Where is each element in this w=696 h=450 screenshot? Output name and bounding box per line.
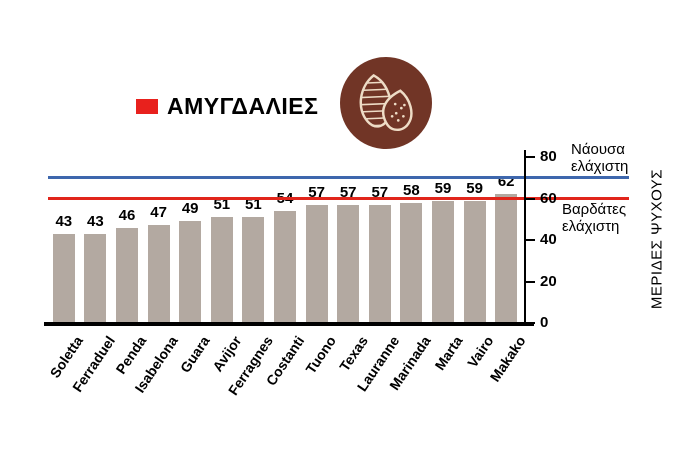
y-tick [526,197,535,200]
y-tick-label: 60 [540,189,557,207]
y-tick-label: 0 [540,314,549,331]
x-category-label: Vairo [464,333,497,371]
bar [305,204,328,323]
x-category-label: Tuono [302,333,339,377]
bar [463,200,486,323]
x-axis-line [44,322,534,326]
bar-value-label: 43 [55,212,73,230]
legend: ΑΜΥΓΔΑΛΙΕΣ [136,93,318,120]
x-category-label: Marta [431,333,466,373]
bar-value-label: 59 [466,179,483,197]
bar [495,194,518,323]
annotation-line: ελάχιστη [562,217,620,235]
y-tick-label: 80 [540,148,557,165]
annotation-vardates-minimum: Βαρδάτες ελάχιστη [562,201,627,235]
bar [337,204,360,323]
bar [147,225,170,323]
bar-value-label: 46 [118,206,136,224]
y-tick [526,322,535,324]
annotation-line: ελάχιστη [571,157,629,175]
bar [179,221,202,323]
annotation-line: Βαρδάτες [562,201,627,218]
reference-line [48,197,629,200]
bar-value-label: 51 [213,196,231,214]
bar-value-label: 43 [87,212,104,230]
bar [400,202,423,323]
bar [242,217,265,323]
y-axis-title: ΜΕΡΙΔΕΣ ΨΥΧΟΥΣ [648,168,666,310]
bar [368,204,391,323]
almonds-icon [340,57,432,149]
bar [274,210,296,323]
bar-value-label: 51 [245,196,262,214]
legend-color-swatch [136,99,158,114]
bar-value-label: 57 [308,183,325,201]
reference-line [48,176,629,180]
chart-title: ΑΜΥΓΔΑΛΙΕΣ [167,93,319,119]
y-axis-line [524,150,526,326]
bar-value-label: 47 [150,204,167,222]
bar [84,233,107,323]
bar-value-label: 49 [181,200,199,218]
bar [210,217,233,323]
bar [116,227,138,323]
x-category-label: Guara [176,333,213,376]
y-tick [526,280,535,283]
y-tick-label: 20 [540,272,557,290]
y-tick [526,156,535,158]
annotation-naoussa-minimum: Νάουσα ελάχιστη [571,141,629,175]
bar-value-label: 58 [403,181,420,199]
bar-value-label: 59 [434,179,452,197]
bar-value-label: 57 [339,183,357,201]
bar [52,233,75,323]
annotation-line: Νάουσα [571,141,625,158]
bar-value-label: 57 [371,183,389,201]
y-tick-label: 40 [540,231,557,248]
y-tick [526,239,535,241]
bar [432,200,454,323]
